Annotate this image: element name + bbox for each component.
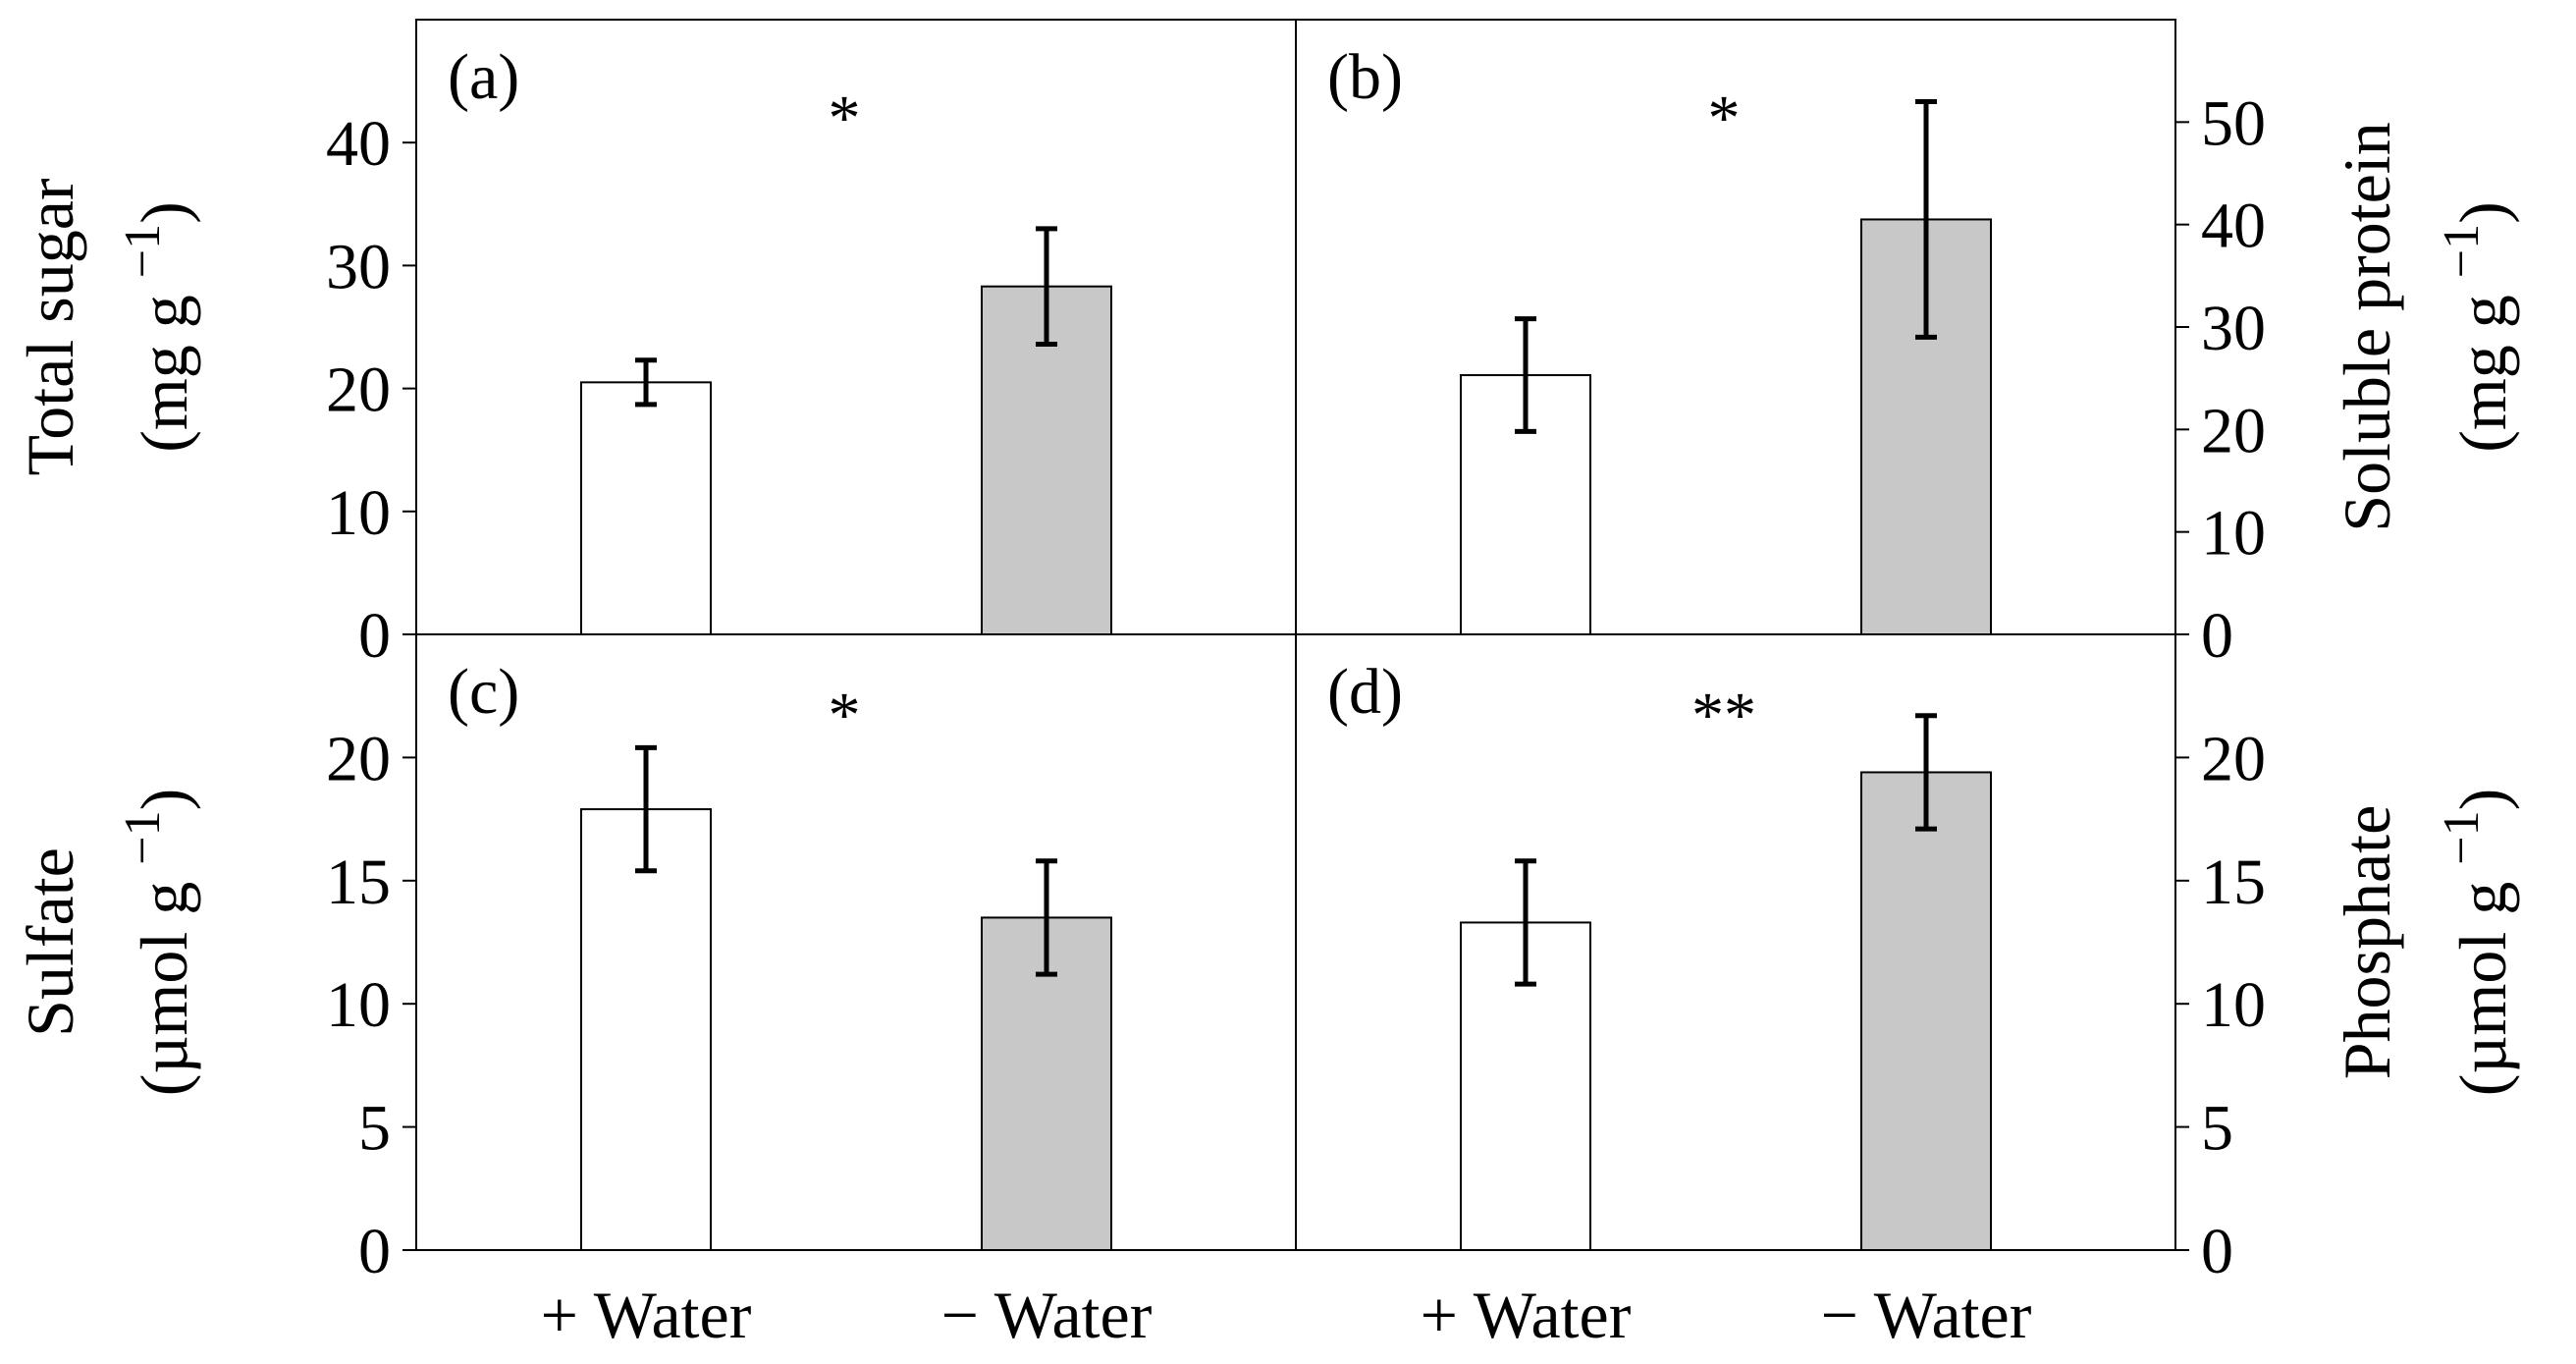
significance-marker: *	[1708, 82, 1741, 154]
panel-c: 0 5 10 15 20 (c) * Sulfate (µmol g −1)	[13, 656, 1112, 1287]
y-tick-label: 30	[326, 231, 391, 302]
error-bar	[1515, 858, 1536, 987]
chart-panels: 0 10 20 30 40 (a) * Total sugar (mg g −1) 0 10 20 30…	[13, 41, 2520, 1287]
panel-label: (d)	[1327, 656, 1403, 728]
y-axis-title-line2: (mg g −1)	[115, 201, 201, 453]
significance-marker: *	[829, 680, 861, 751]
y-axis-title-line1: Phosphate	[2330, 805, 2404, 1080]
bar-plus-water	[580, 808, 712, 1251]
y-tick-label: 15	[2201, 846, 2266, 918]
panel-label: (b)	[1327, 41, 1403, 113]
y-axis-title-line2: (µmol g −1)	[2434, 789, 2520, 1097]
y-tick-label: 0	[2201, 600, 2233, 672]
panel-b: 0 10 20 30 40 50 (b) * Soluble protein (mg g −1)	[1327, 41, 2520, 672]
bar-plus-water	[1460, 374, 1591, 635]
panel-a: 0 10 20 30 40 (a) * Total sugar (mg g −1)	[13, 41, 1112, 672]
y-axis-title-line1: Total sugar	[13, 178, 87, 475]
x-category-label: − Water	[1821, 1278, 2032, 1352]
y-tick-label: 10	[326, 477, 391, 549]
y-tick-label: 10	[2201, 969, 2266, 1041]
y-tick-label: 0	[358, 1216, 391, 1287]
y-tick-label: 20	[326, 355, 391, 426]
y-tick-label: 0	[358, 600, 391, 672]
x-category-label: + Water	[1421, 1278, 1632, 1352]
y-tick-label: 20	[326, 723, 391, 794]
y-tick-label: 30	[2201, 293, 2266, 364]
bar-minus-water	[1860, 771, 1992, 1251]
y-tick-label: 0	[2201, 1216, 2233, 1287]
error-bar	[635, 357, 657, 408]
error-bar	[1036, 226, 1057, 348]
y-axis-title-line2: (mg g −1)	[2434, 201, 2520, 453]
x-axis-category-labels: + Water − Water + Water − Water	[541, 1278, 2032, 1352]
significance-marker: *	[829, 82, 861, 154]
panel-d: 0 5 10 15 20 (d) ** Phosphate (µmol g −1)	[1327, 656, 2520, 1287]
y-tick-label: 5	[2201, 1093, 2233, 1165]
y-tick-label: 40	[2201, 191, 2266, 262]
x-category-label: − Water	[941, 1278, 1153, 1352]
y-axis-title-line1: Sulfate	[13, 847, 87, 1037]
y-tick-label: 40	[326, 108, 391, 180]
error-bar	[1515, 316, 1536, 434]
y-tick-label: 15	[326, 846, 391, 918]
error-bar	[1915, 98, 1937, 340]
error-bar	[1915, 713, 1937, 832]
y-tick-label: 10	[2201, 498, 2266, 570]
panel-label: (a)	[448, 41, 519, 113]
y-axis-title-line1: Soluble protein	[2330, 122, 2404, 531]
error-bar	[1036, 858, 1057, 977]
y-axis-title-line2: (µmol g −1)	[115, 789, 201, 1097]
bar-plus-water	[580, 381, 712, 635]
y-tick-label: 5	[358, 1093, 391, 1165]
significance-marker: **	[1691, 680, 1756, 751]
y-tick-label: 10	[326, 969, 391, 1041]
y-tick-label: 50	[2201, 87, 2266, 159]
error-bar	[635, 744, 657, 874]
y-tick-label: 20	[2201, 723, 2266, 794]
y-tick-label: 20	[2201, 395, 2266, 466]
x-category-label: + Water	[541, 1278, 752, 1352]
panel-label: (c)	[448, 656, 519, 728]
